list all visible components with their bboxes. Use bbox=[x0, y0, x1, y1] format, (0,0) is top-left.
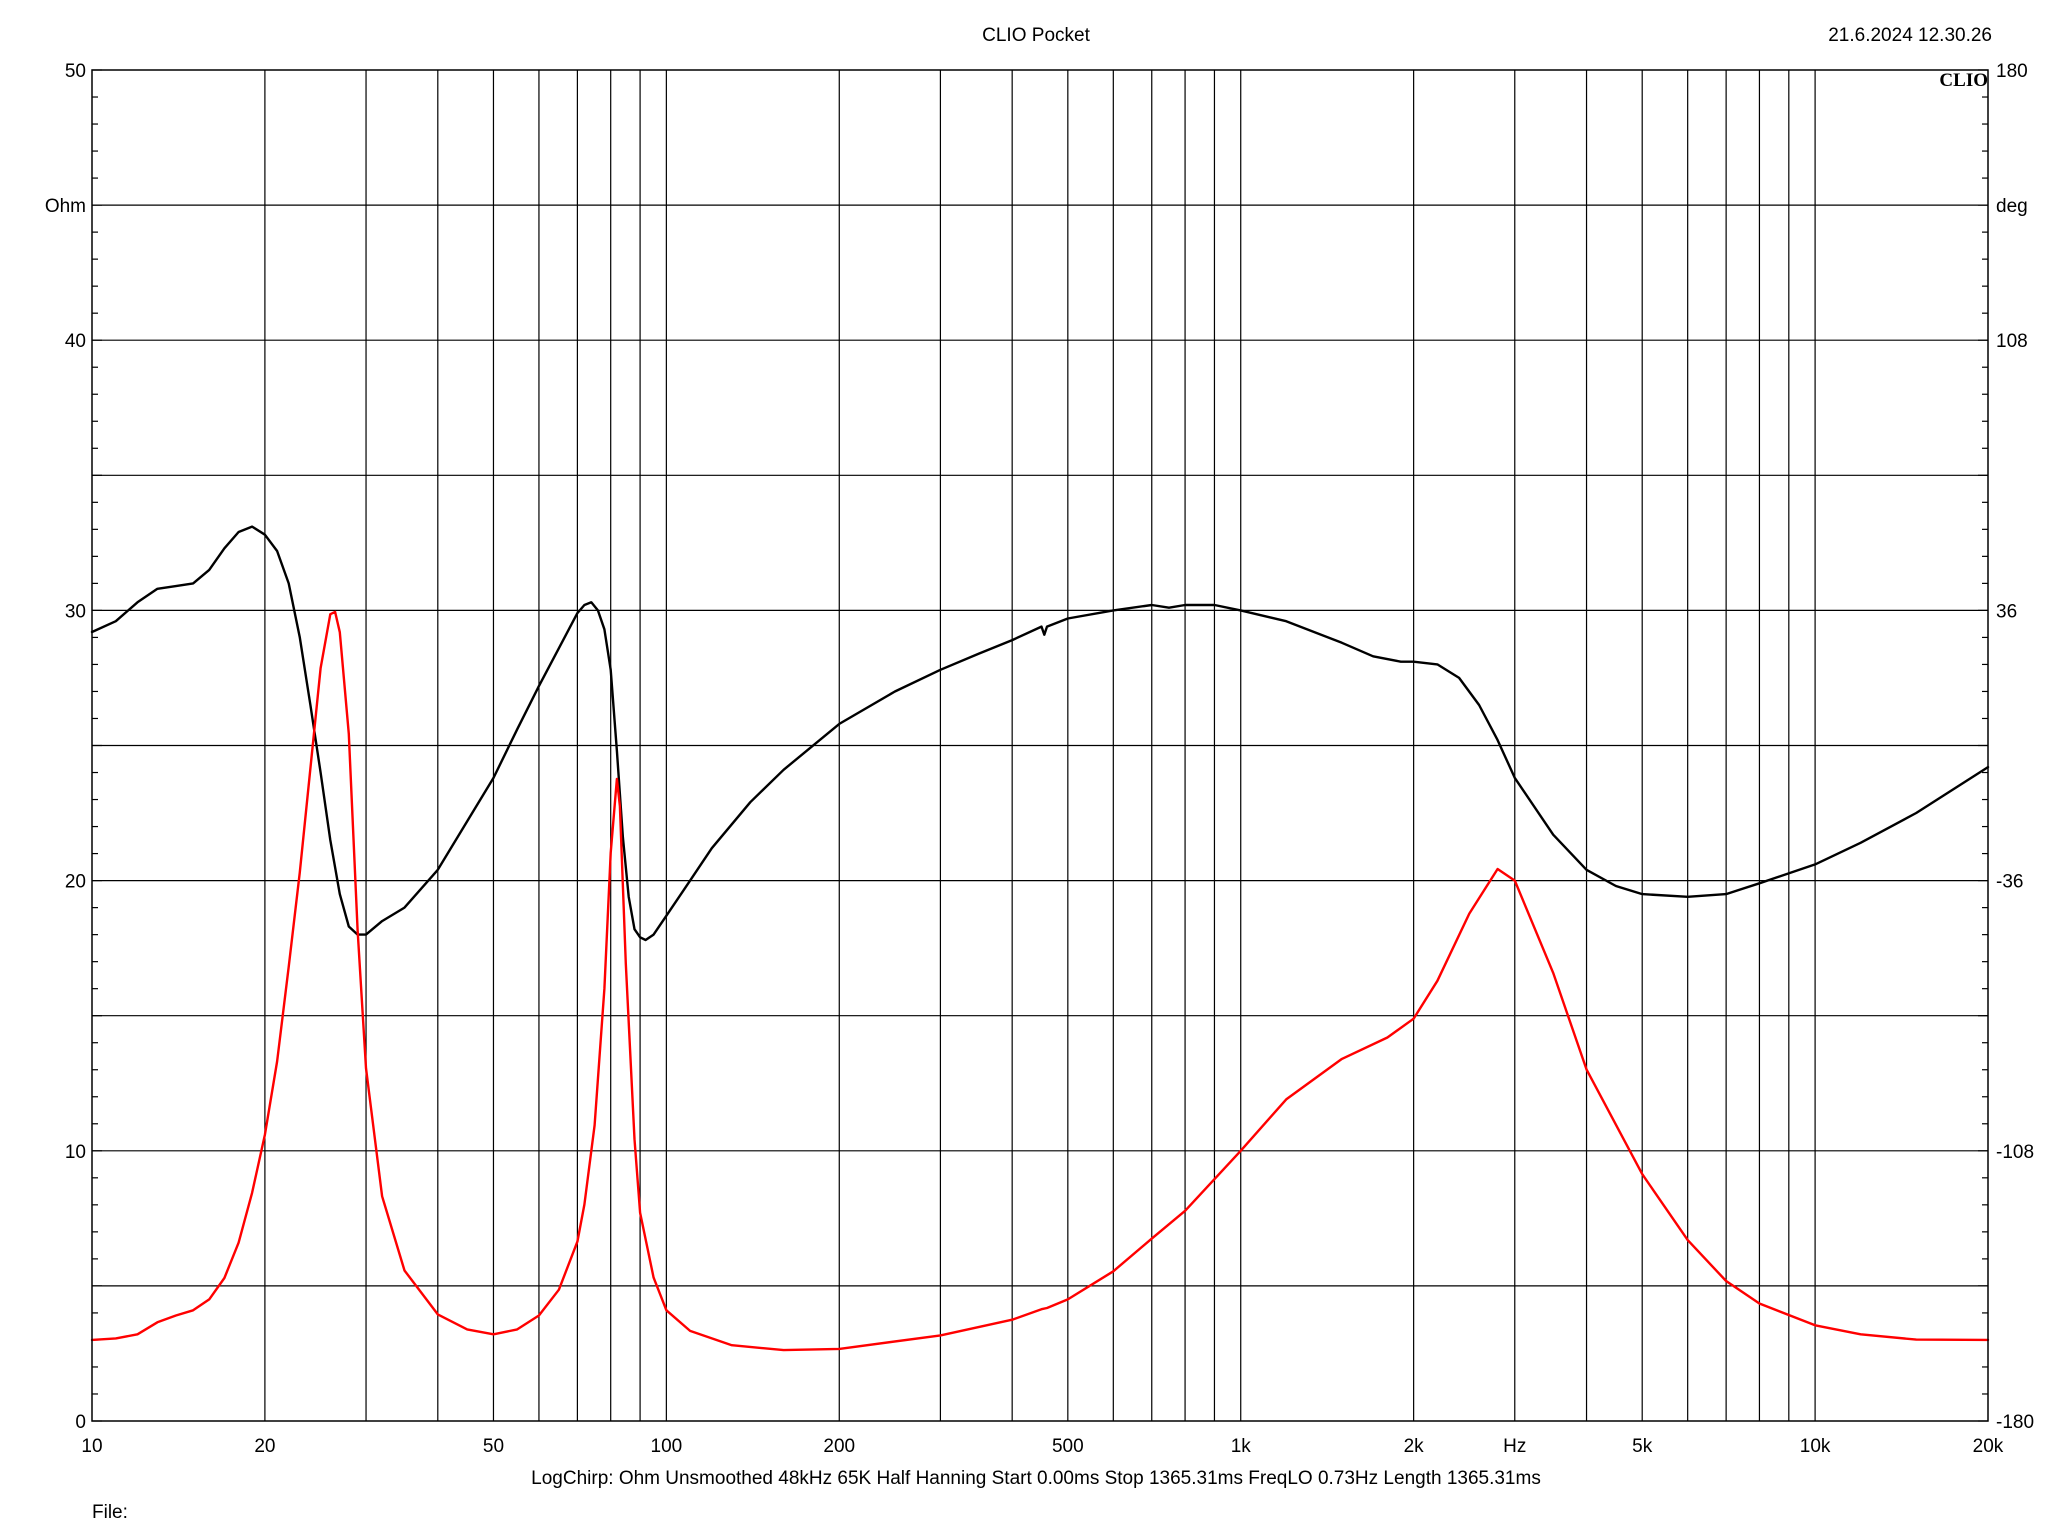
x-tick-label: 20 bbox=[254, 1436, 275, 1457]
x-tick-label: 20k bbox=[1973, 1436, 2004, 1457]
y-left-tick-label: 40 bbox=[65, 331, 86, 352]
y-right-tick-label: -108 bbox=[1996, 1142, 2034, 1163]
tick-labels: 10 20 50 100 200 500 1k 2k 5k 10k 20k Hz 0 10 20 30 40 50… bbox=[45, 61, 2034, 1457]
chart-title: CLIO Pocket bbox=[982, 25, 1090, 46]
impedance-curve bbox=[90, 525, 1990, 942]
y-left-tick-label: 50 bbox=[65, 61, 86, 82]
y-right-tick-label: -180 bbox=[1996, 1412, 2034, 1433]
y-left-tick-label: 20 bbox=[65, 872, 86, 893]
file-label: File: bbox=[92, 1502, 128, 1523]
y-right-tick-label: 180 bbox=[1996, 61, 2028, 82]
x-tick-label: 200 bbox=[823, 1436, 855, 1457]
y-left-tick-label: 0 bbox=[75, 1412, 86, 1433]
x-tick-label: 50 bbox=[483, 1436, 504, 1457]
x-tick-label: 5k bbox=[1632, 1436, 1653, 1457]
x-tick-label: 1k bbox=[1231, 1436, 1252, 1457]
y-right-tick-label: 108 bbox=[1996, 331, 2028, 352]
y-left-tick-label: 30 bbox=[65, 601, 86, 622]
x-tick-label: 100 bbox=[651, 1436, 683, 1457]
settings-line: LogChirp: Ohm Unsmoothed 48kHz 65K Half … bbox=[531, 1468, 1541, 1489]
y-left-axis-label: Ohm bbox=[45, 196, 86, 217]
x-tick-label: 10k bbox=[1800, 1436, 1831, 1457]
x-axis-unit: Hz bbox=[1503, 1436, 1526, 1457]
y-right-tick-label: -36 bbox=[1996, 872, 2023, 893]
x-tick-label: 10 bbox=[81, 1436, 102, 1457]
y-left-tick-label: 10 bbox=[65, 1142, 86, 1163]
x-tick-label: 500 bbox=[1052, 1436, 1084, 1457]
phase-curve bbox=[90, 610, 1990, 1352]
clio-logo: CLIO bbox=[1939, 70, 1988, 91]
plot-frame bbox=[91, 69, 1989, 1422]
timestamp: 21.6.2024 12.30.26 bbox=[1828, 25, 1992, 46]
y-right-tick-label: 36 bbox=[1996, 601, 2017, 622]
series-group bbox=[90, 525, 1990, 1352]
y-right-axis-label: deg bbox=[1996, 196, 2028, 217]
x-tick-label: 2k bbox=[1404, 1436, 1425, 1457]
